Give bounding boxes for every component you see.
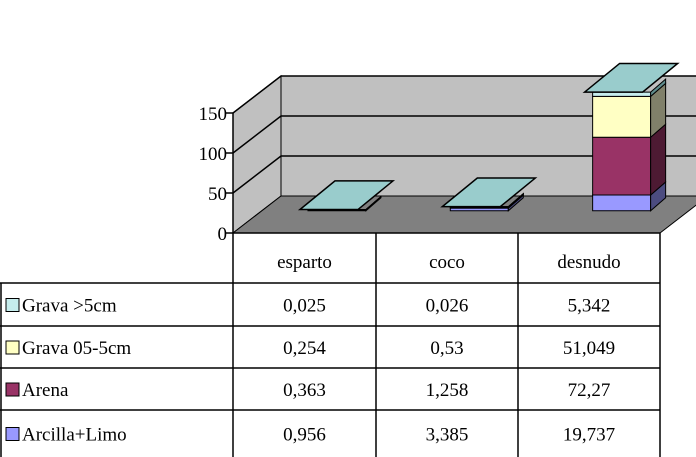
gridlines [232, 75, 696, 194]
data-value: 0,956 [283, 425, 326, 446]
data-value: 5,342 [568, 296, 611, 317]
bar-top-esparto [297, 180, 396, 211]
legend-entry: Arena [22, 380, 69, 401]
y-tick-label: 100 [199, 144, 228, 165]
data-table: esparto coco desnudo Grava >5cm 0,025 0,026 5,… [0, 232, 661, 457]
legend-swatch [5, 298, 20, 312]
legend-swatch [5, 340, 20, 355]
y-tick-label: 150 [199, 104, 228, 125]
legend-swatch [5, 427, 20, 441]
bar-top-coco [440, 177, 538, 208]
data-value: 72,27 [568, 380, 611, 401]
data-value: 0,025 [283, 296, 326, 317]
gridline [232, 155, 696, 194]
category-label: coco [429, 252, 465, 273]
bar-segment [592, 95, 652, 138]
data-value: 3,385 [426, 425, 469, 446]
data-value: 51,049 [563, 338, 615, 359]
bar-segment-side [365, 195, 382, 211]
gridline [232, 115, 696, 154]
y-tick-label: 50 [208, 184, 227, 205]
legend-entry: Arcilla+Limo [22, 425, 127, 446]
bar-top-desnudo [582, 62, 680, 93]
legend-swatch [5, 382, 20, 397]
legend-entry: Grava 05-5cm [22, 338, 131, 359]
data-value: 0,53 [430, 338, 463, 359]
data-value: 1,258 [426, 380, 469, 401]
bar-segment [592, 136, 652, 196]
y-tick-label: 0 [218, 224, 228, 245]
data-value: 0,363 [283, 380, 326, 401]
legend-entry: Grava >5cm [22, 296, 117, 317]
category-label: desnudo [557, 252, 620, 273]
data-value: 0,026 [426, 296, 469, 317]
bar-segment-side [650, 77, 667, 98]
gridline [232, 75, 696, 114]
bars [297, 62, 680, 212]
data-value: 0,254 [283, 338, 326, 359]
bar-segment-side [507, 192, 524, 208]
data-value: 19,737 [563, 425, 615, 446]
bar-segment [592, 194, 652, 212]
category-label: esparto [277, 252, 332, 273]
y-axis: 0 50 100 150 [199, 104, 234, 245]
